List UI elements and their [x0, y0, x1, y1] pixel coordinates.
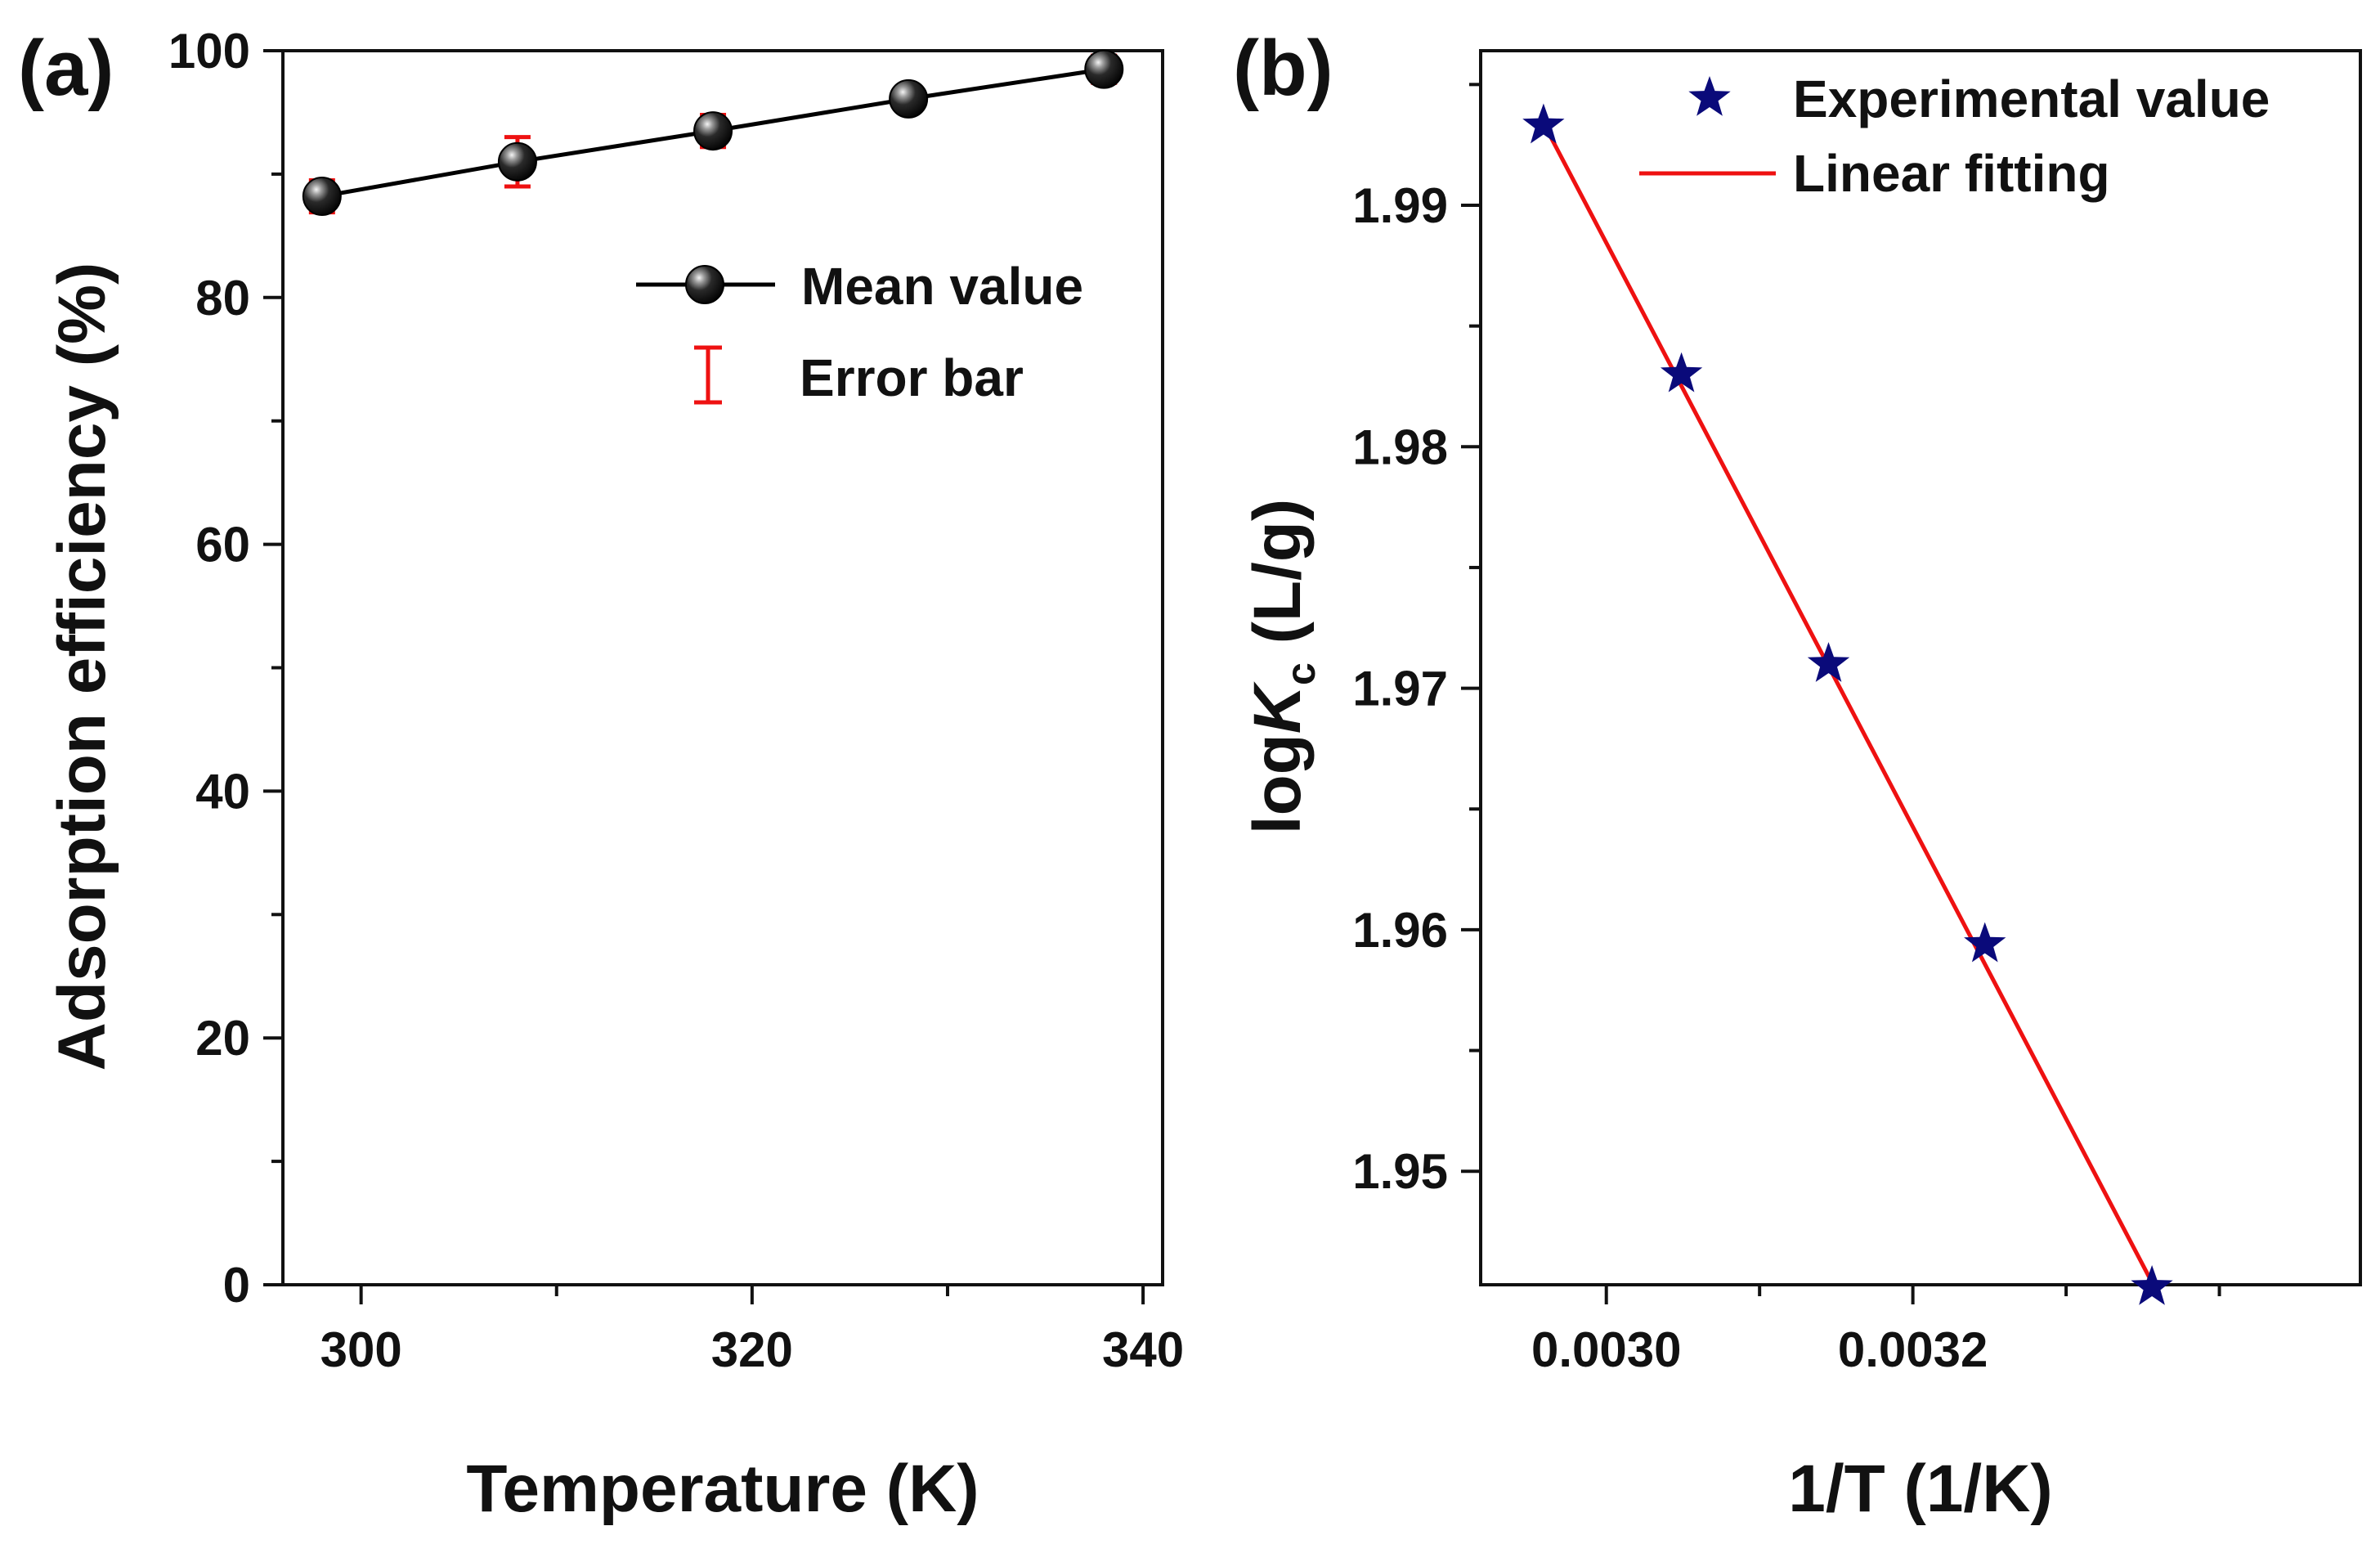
panel-b-x-tick-label: 0.0030 — [1531, 1322, 1682, 1377]
y-label-variable: K — [1240, 680, 1315, 734]
panel-a-x-tick-label: 340 — [1102, 1322, 1184, 1377]
mean-value-point — [889, 79, 929, 119]
panel-b-y-axis-label: logKc (L/g) — [1240, 499, 1324, 834]
panel-b-axes — [1461, 83, 2221, 1304]
panel-a-y-tick-label: 80 — [195, 271, 250, 325]
panel-b-chart: (b) 0.0030 0.0032 1.95 1.96 1.97 1.98 1.99 1/… — [1233, 25, 2362, 1526]
experimental-point — [2131, 1265, 2173, 1305]
linear-fit-line — [1541, 122, 2154, 1284]
legend-experimental-label: Experimental value — [1793, 70, 2270, 128]
panel-b-plot-frame — [1479, 49, 2362, 1286]
panel-a-x-tick-labels: 300 320 340 — [320, 1322, 1185, 1377]
panel-a-chart: (a) 300 320 340 0 20 40 60 80 100 Temperature (… — [18, 24, 1184, 1526]
experimental-point — [1522, 103, 1565, 144]
panel-a-x-axis-label: Temperature (K) — [466, 1452, 979, 1526]
panel-b-legend: Experimental value Linear fitting — [1639, 70, 2270, 203]
y-label-subscript: c — [1278, 662, 1324, 685]
panel-b-y-tick-label: 1.99 — [1352, 178, 1448, 233]
panel-b-series — [1522, 103, 2173, 1305]
panel-b-x-tick-label: 0.0032 — [1838, 1322, 1988, 1377]
y-label-prefix: log — [1240, 734, 1315, 834]
panel-b-label: (b) — [1233, 25, 1333, 112]
legend-fit-label: Linear fitting — [1793, 144, 2110, 203]
experimental-point — [1964, 922, 2006, 963]
panel-a-y-tick-label: 40 — [195, 764, 250, 819]
legend-mean-marker — [685, 265, 724, 304]
panel-a-plot-frame — [281, 49, 1164, 1286]
mean-value-point — [693, 111, 733, 151]
panel-a-axes — [263, 49, 1145, 1304]
panel-a-y-tick-label: 20 — [195, 1011, 250, 1066]
panel-a-series — [302, 49, 1124, 217]
panel-b-y-tick-label: 1.97 — [1352, 662, 1448, 716]
panel-b-y-tick-label: 1.95 — [1352, 1144, 1448, 1199]
panel-b-x-axis-label: 1/T (1/K) — [1788, 1452, 2052, 1526]
legend-error-marker — [694, 345, 722, 405]
panel-a-x-tick-label: 300 — [320, 1322, 402, 1377]
panel-a-legend: Mean value Error bar — [636, 257, 1083, 407]
panel-b-y-tick-label: 1.98 — [1352, 420, 1448, 474]
legend-star-marker — [1688, 76, 1731, 116]
panel-a-y-tick-label: 0 — [223, 1258, 250, 1313]
experimental-point — [1807, 642, 1850, 682]
panel-a-label: (a) — [18, 25, 114, 112]
experimental-point — [1660, 352, 1703, 393]
panel-a-y-axis-label: Adsorption efficiency (%) — [45, 263, 119, 1071]
panel-a-y-tick-label: 60 — [195, 518, 250, 572]
mean-value-point — [1084, 49, 1124, 89]
panel-b-y-tick-label: 1.96 — [1352, 903, 1448, 958]
mean-value-point — [497, 141, 537, 182]
panel-b-x-tick-labels: 0.0030 0.0032 — [1531, 1322, 1988, 1377]
panel-a-y-tick-labels: 0 20 40 60 80 100 — [168, 24, 250, 1313]
panel-a-x-tick-label: 320 — [711, 1322, 793, 1377]
legend-mean-label: Mean value — [801, 257, 1083, 316]
mean-value-point — [302, 177, 342, 217]
panel-a-y-tick-label: 100 — [168, 24, 250, 79]
legend-error-label: Error bar — [800, 348, 1024, 407]
y-label-suffix: (L/g) — [1240, 499, 1315, 662]
panel-b-y-tick-labels: 1.95 1.96 1.97 1.98 1.99 — [1352, 178, 1448, 1199]
